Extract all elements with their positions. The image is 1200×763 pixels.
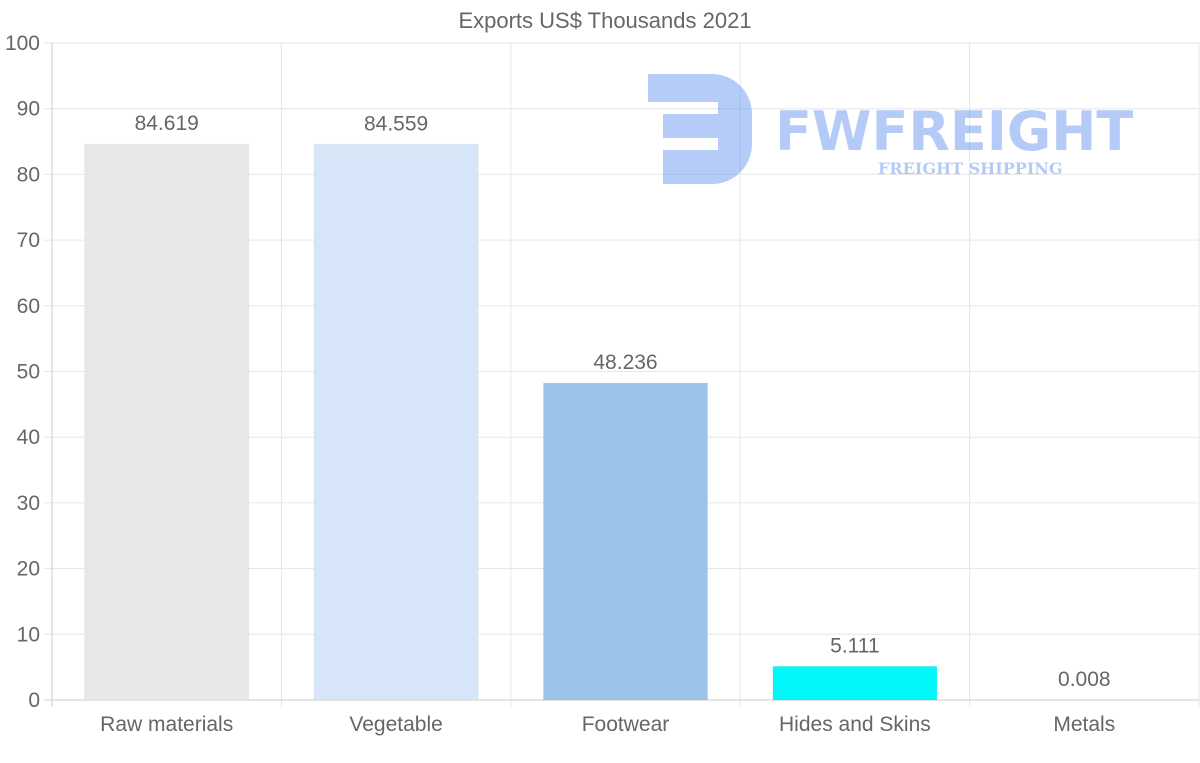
data-label: 5.111: [830, 634, 879, 657]
x-category-label: Vegetable: [349, 713, 442, 736]
data-label: 84.559: [364, 112, 428, 135]
y-tick-label: 80: [17, 163, 40, 186]
fwfreight-logo-icon: [648, 74, 752, 184]
x-category-label: Raw materials: [100, 713, 233, 736]
bar-vegetable: [313, 143, 479, 701]
bar-footwear: [543, 382, 708, 701]
x-axis-categories: Raw materials Vegetable Footwear Hides and …: [100, 713, 1115, 736]
y-tick-label: 40: [17, 426, 40, 449]
x-category-label: Metals: [1053, 713, 1115, 736]
x-category-label: Hides and Skins: [779, 713, 931, 736]
x-category-label: Footwear: [582, 713, 670, 736]
y-tick-label: 30: [17, 492, 40, 515]
y-tick-label: 70: [17, 229, 40, 252]
data-labels: 84.619 84.559 48.236 5.111 0.008: [135, 112, 1111, 691]
y-tick-label: 90: [17, 98, 40, 121]
y-tick-label: 0: [28, 689, 40, 712]
watermark-tagline: FREIGHT SHIPPING: [878, 159, 1063, 178]
chart-title: Exports US$ Thousands 2021: [458, 8, 751, 33]
fwfreight-logo-watermark: FWFREIGHT FREIGHT SHIPPING: [648, 74, 1133, 184]
bar-metals: [1001, 699, 1167, 701]
bar-hides-and-skins: [772, 665, 938, 701]
watermark-name: FWFREIGHT: [775, 100, 1133, 163]
y-tick-label: 60: [17, 295, 40, 318]
data-label: 84.619: [135, 112, 199, 135]
y-tick-label: 20: [17, 558, 40, 581]
data-label: 0.008: [1058, 668, 1111, 691]
y-tick-label: 10: [17, 623, 40, 646]
y-tick-label: 50: [17, 361, 40, 384]
y-axis-ticks: 0 10 20 30 40 50 60 70 80 90 100: [5, 32, 40, 712]
data-label: 48.236: [593, 351, 657, 374]
bars: [84, 143, 1167, 701]
bar-raw-materials: [84, 143, 250, 701]
y-tick-label: 100: [5, 32, 40, 55]
